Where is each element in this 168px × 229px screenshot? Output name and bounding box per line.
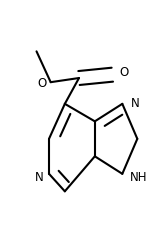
Text: O: O (119, 66, 128, 79)
Text: O: O (38, 76, 47, 90)
Text: N: N (35, 171, 43, 184)
Text: N: N (131, 97, 139, 110)
Text: NH: NH (130, 171, 147, 184)
